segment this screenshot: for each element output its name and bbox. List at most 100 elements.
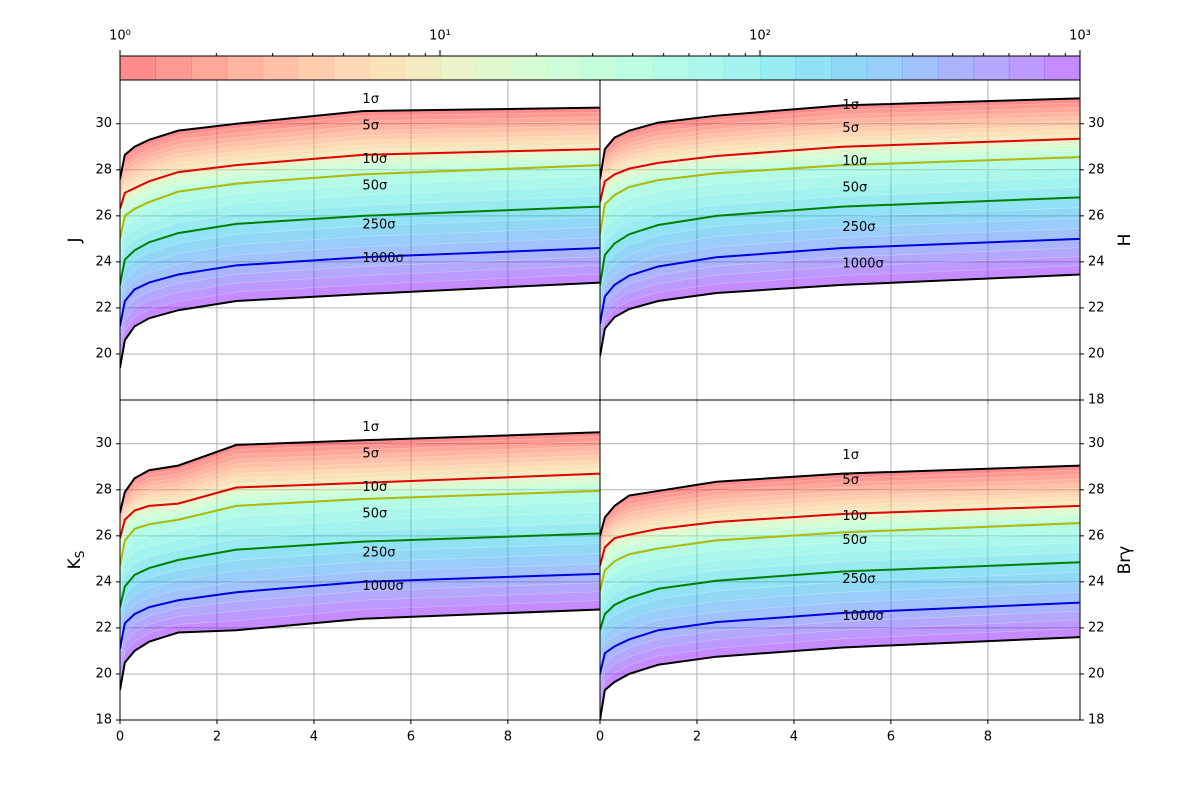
- colorbar-segment: [973, 56, 1010, 80]
- curve: [120, 148, 600, 210]
- annotation: 1000σ: [842, 257, 883, 272]
- annotation: 50σ: [842, 533, 867, 548]
- colorbar-segment: [866, 56, 903, 80]
- band-fill: [600, 582, 1080, 664]
- band-fill: [120, 216, 600, 306]
- colorbar-segment: [475, 56, 512, 80]
- band-fill: [600, 487, 1080, 556]
- colorbar-segment: [511, 56, 548, 80]
- x-tick-label: 6: [407, 730, 415, 745]
- colorbar-tick-label: 10⁰: [109, 29, 131, 44]
- band-fill: [120, 459, 600, 533]
- x-tick-label: 2: [213, 730, 221, 745]
- y-axis-label-subscript: S: [73, 551, 87, 559]
- band-fill: [600, 120, 1080, 195]
- y-tick-label: 18: [1088, 393, 1105, 408]
- annotation: 1σ: [362, 92, 379, 107]
- band-fill: [600, 177, 1080, 273]
- band-fill: [120, 151, 600, 219]
- band-fill: [120, 265, 600, 358]
- colorbar-tick-label: 10³: [1069, 29, 1091, 44]
- band-fill: [600, 469, 1080, 543]
- y-tick-label: 24: [95, 254, 112, 269]
- curve: [120, 164, 600, 240]
- annotation: 1000σ: [362, 579, 403, 594]
- band-fill: [120, 501, 600, 587]
- band-fill: [120, 175, 600, 262]
- y-tick-label: 18: [1088, 713, 1105, 728]
- band-fill: [600, 207, 1080, 305]
- y-axis-label-main: K: [65, 557, 85, 569]
- y-tick-label: 22: [95, 300, 112, 315]
- colorbar-segment: [120, 56, 157, 80]
- band-fill: [600, 508, 1080, 575]
- band-fill: [600, 217, 1080, 315]
- colorbar-segment: [297, 56, 334, 80]
- y-tick-label: 30: [95, 436, 112, 451]
- y-tick-label: 28: [95, 162, 112, 177]
- curve: [120, 489, 600, 566]
- annotation: 10σ: [362, 480, 387, 495]
- band-fill: [120, 185, 600, 274]
- colorbar-segment: [937, 56, 974, 80]
- y-axis-label-main: J: [65, 237, 85, 243]
- x-tick-label: 8: [984, 730, 992, 745]
- annotation: 5σ: [842, 121, 859, 136]
- y-tick-label: 26: [95, 208, 112, 223]
- annotation: 250σ: [842, 220, 875, 235]
- curve: [120, 472, 600, 539]
- band-fill: [120, 135, 600, 203]
- annotation: 10σ: [842, 154, 867, 169]
- colorbar-tick-label: 10²: [749, 29, 771, 44]
- band-fill: [120, 154, 600, 224]
- band-fill: [120, 436, 600, 519]
- band-fill: [600, 150, 1080, 229]
- panel-frame: [599, 399, 1081, 721]
- colorbar-segment: [1044, 56, 1081, 80]
- curve: [600, 156, 1080, 235]
- x-tick-label: 0: [116, 730, 124, 745]
- annotation: 10σ: [362, 152, 387, 167]
- curve: [600, 196, 1080, 286]
- x-tick-label: 2: [693, 730, 701, 745]
- colorbar-segment: [902, 56, 939, 80]
- band-fill: [600, 147, 1080, 224]
- colorbar-segment: [191, 56, 228, 80]
- annotation: 1σ: [842, 98, 859, 113]
- curve: [600, 561, 1080, 631]
- colorbar-tick-label: 10¹: [429, 29, 451, 44]
- curve: [600, 273, 1080, 357]
- band-fill: [120, 111, 600, 186]
- y-tick-label: 30: [1088, 436, 1105, 451]
- band-fill: [120, 476, 600, 548]
- band-fill: [600, 129, 1080, 200]
- y-tick-label: 26: [95, 528, 112, 543]
- band-fill: [120, 450, 600, 527]
- y-axis-label: H: [1115, 234, 1135, 247]
- plot-area: [120, 400, 600, 720]
- y-axis-label-main: Brγ: [1115, 546, 1135, 575]
- curve: [600, 97, 1080, 180]
- band-fill: [600, 474, 1080, 546]
- y-tick-label: 20: [1088, 666, 1105, 681]
- band-fill: [120, 116, 600, 190]
- plot-area: [120, 80, 600, 400]
- plot-area: [600, 400, 1080, 720]
- colorbar-segment: [831, 56, 868, 80]
- curve: [600, 464, 1080, 537]
- band-fill: [600, 166, 1080, 260]
- band-fill: [120, 125, 600, 196]
- annotation: 50σ: [842, 181, 867, 196]
- band-fill: [120, 445, 600, 525]
- band-fill: [120, 441, 600, 522]
- annotation: 250σ: [842, 572, 875, 587]
- panel: 18 20 22 24 26 28 30 1σ 5σ 10σ 50σ 250σ 1000σ H: [599, 79, 1135, 408]
- y-tick-label: 24: [1088, 254, 1105, 269]
- y-tick-label: 28: [1088, 162, 1105, 177]
- curve: [120, 572, 600, 649]
- colorbar-segment: [688, 56, 725, 80]
- band-fill: [120, 511, 600, 597]
- band-fill: [600, 116, 1080, 192]
- annotation: 5σ: [362, 119, 379, 134]
